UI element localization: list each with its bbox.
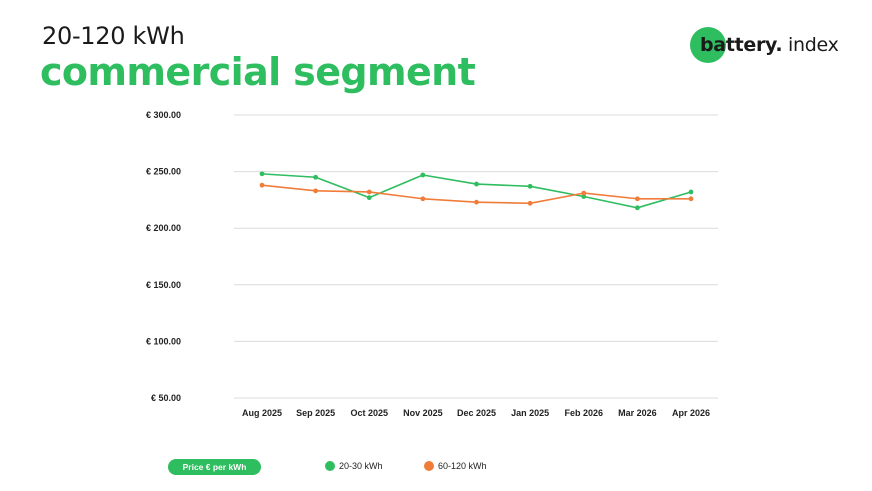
x-tick-label: Mar 2026 (618, 408, 657, 418)
y-tick-label: € 300.00 (146, 110, 181, 120)
logo-word-index: index (782, 34, 839, 56)
data-point (634, 196, 640, 202)
legend-item-60-120: 60-120 kWh (424, 461, 487, 471)
x-tick-label: Oct 2025 (350, 408, 388, 418)
data-point (366, 189, 372, 195)
y-tick-label: € 50.00 (151, 393, 181, 403)
x-tick-label: Feb 2026 (564, 408, 603, 418)
data-point (527, 183, 533, 189)
data-point (313, 188, 319, 194)
x-tick-label: Sep 2025 (296, 408, 335, 418)
x-tick-label: Dec 2025 (457, 408, 496, 418)
data-point (366, 195, 372, 201)
legend-item-20-30: 20-30 kWh (325, 461, 383, 471)
y-tick-label: € 250.00 (146, 167, 181, 177)
x-tick-label: Aug 2025 (242, 408, 282, 418)
data-point (420, 172, 426, 178)
y-tick-label: € 100.00 (146, 336, 181, 346)
data-point (527, 200, 533, 206)
x-tick-label: Jan 2025 (511, 408, 549, 418)
data-point (420, 196, 426, 202)
data-point (634, 205, 640, 211)
legend-label-20-30: 20-30 kWh (339, 461, 383, 471)
data-point (581, 194, 587, 199)
logo-dot: . (775, 34, 783, 56)
page-title: commercial segment (40, 50, 476, 94)
battery-index-logo: battery. index (690, 26, 850, 66)
logo-circle (690, 27, 726, 63)
x-tick-label: Nov 2025 (403, 408, 443, 418)
y-tick-label: € 200.00 (146, 223, 181, 233)
data-point (259, 171, 265, 177)
legend-dot-20-30 (325, 461, 335, 471)
logo-text: battery. index (700, 34, 839, 56)
logo-word-battery: battery (700, 34, 776, 56)
data-point (313, 174, 319, 180)
data-point (688, 189, 694, 195)
data-point (259, 182, 265, 188)
x-tick-label: Apr 2026 (672, 408, 710, 418)
data-point (474, 199, 479, 205)
legend-price-pill: Price € per kWh (168, 459, 261, 475)
data-point (581, 190, 587, 196)
legend-dot-60-120 (424, 461, 434, 471)
data-point (688, 196, 694, 202)
legend-label-60-120: 60-120 kWh (438, 461, 487, 471)
data-point (474, 181, 479, 187)
page-subtitle: 20-120 kWh (42, 22, 185, 50)
y-tick-label: € 150.00 (146, 280, 181, 290)
